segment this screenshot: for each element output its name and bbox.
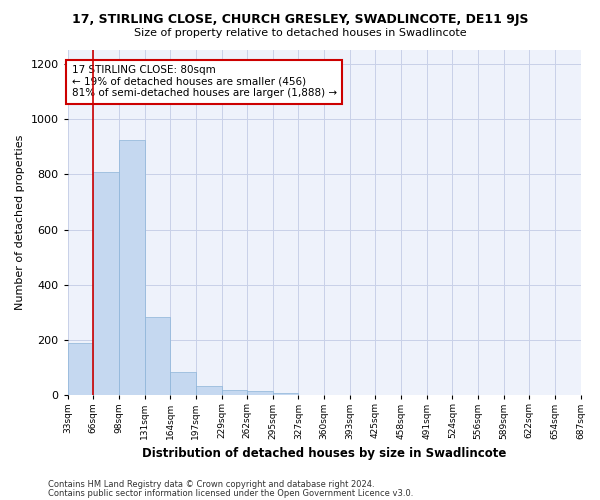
Bar — [68, 343, 94, 396]
Bar — [247, 391, 273, 396]
Text: 17 STIRLING CLOSE: 80sqm
← 19% of detached houses are smaller (456)
81% of semi-: 17 STIRLING CLOSE: 80sqm ← 19% of detach… — [71, 65, 337, 98]
Bar — [145, 316, 170, 396]
Bar — [196, 386, 221, 396]
Bar — [94, 172, 119, 396]
Text: Contains public sector information licensed under the Open Government Licence v3: Contains public sector information licen… — [48, 488, 413, 498]
Bar — [273, 392, 298, 396]
Text: Size of property relative to detached houses in Swadlincote: Size of property relative to detached ho… — [134, 28, 466, 38]
X-axis label: Distribution of detached houses by size in Swadlincote: Distribution of detached houses by size … — [142, 447, 506, 460]
Y-axis label: Number of detached properties: Number of detached properties — [15, 135, 25, 310]
Bar — [119, 140, 145, 396]
Bar — [170, 372, 196, 396]
Bar — [221, 390, 247, 396]
Text: Contains HM Land Registry data © Crown copyright and database right 2024.: Contains HM Land Registry data © Crown c… — [48, 480, 374, 489]
Text: 17, STIRLING CLOSE, CHURCH GRESLEY, SWADLINCOTE, DE11 9JS: 17, STIRLING CLOSE, CHURCH GRESLEY, SWAD… — [72, 12, 528, 26]
